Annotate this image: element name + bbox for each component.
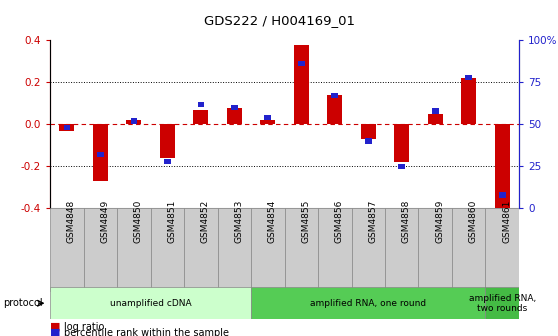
Bar (494, 124, 509, 215)
Text: GSM4860: GSM4860 (469, 199, 478, 243)
Bar (427, 114, 442, 124)
Bar (499, 192, 506, 198)
Bar (360, 124, 376, 139)
Text: protocol: protocol (3, 298, 42, 308)
Text: GSM4850: GSM4850 (134, 199, 143, 243)
Bar (117, 208, 151, 292)
Bar (50, 287, 251, 319)
Bar (50, 208, 84, 292)
Bar (465, 75, 472, 80)
Text: GSM4858: GSM4858 (402, 199, 411, 243)
Bar (452, 208, 485, 292)
Text: GSM4853: GSM4853 (234, 199, 243, 243)
Bar (352, 208, 385, 292)
Bar (84, 208, 117, 292)
Text: GDS222 / H004169_01: GDS222 / H004169_01 (204, 14, 354, 27)
Text: GSM4856: GSM4856 (335, 199, 344, 243)
Bar (64, 125, 70, 130)
Bar (432, 108, 439, 114)
Bar (298, 61, 305, 67)
Bar (193, 110, 208, 124)
Bar (394, 124, 409, 162)
Text: GSM4851: GSM4851 (167, 199, 176, 243)
Text: GSM4854: GSM4854 (268, 199, 277, 243)
Text: GSM4848: GSM4848 (67, 199, 76, 243)
Bar (294, 44, 309, 124)
Bar (251, 208, 285, 292)
Bar (331, 93, 338, 98)
Bar (227, 108, 242, 124)
Text: GSM4855: GSM4855 (301, 199, 310, 243)
Bar (97, 152, 104, 157)
Bar (151, 208, 184, 292)
Bar (398, 164, 405, 169)
Bar (218, 208, 251, 292)
Bar (260, 120, 276, 124)
Bar (164, 159, 171, 164)
Text: ■: ■ (50, 322, 61, 332)
Bar (485, 208, 519, 292)
Bar (264, 115, 271, 120)
Bar (126, 120, 142, 124)
Bar (385, 208, 418, 292)
Bar (93, 124, 108, 181)
Text: GSM4859: GSM4859 (435, 199, 444, 243)
Bar (327, 95, 342, 124)
Bar (184, 208, 218, 292)
Text: GSM4852: GSM4852 (201, 199, 210, 243)
Bar (251, 287, 485, 319)
Text: unamplified cDNA: unamplified cDNA (110, 299, 191, 308)
Bar (418, 208, 452, 292)
Bar (231, 105, 238, 110)
Bar (365, 138, 372, 144)
Text: percentile rank within the sample: percentile rank within the sample (64, 328, 229, 336)
Text: ■: ■ (50, 328, 61, 336)
Bar (285, 208, 318, 292)
Text: GSM4849: GSM4849 (100, 199, 109, 243)
Bar (198, 101, 204, 107)
Bar (318, 208, 352, 292)
Bar (59, 124, 74, 131)
Text: GSM4861: GSM4861 (502, 199, 511, 243)
Bar (160, 124, 175, 158)
Text: GSM4857: GSM4857 (368, 199, 377, 243)
Text: log ratio: log ratio (64, 322, 104, 332)
Text: amplified RNA, one round: amplified RNA, one round (310, 299, 426, 308)
Text: amplified RNA,
two rounds: amplified RNA, two rounds (469, 294, 536, 313)
Bar (485, 287, 519, 319)
Bar (131, 118, 137, 124)
Bar (461, 78, 476, 124)
